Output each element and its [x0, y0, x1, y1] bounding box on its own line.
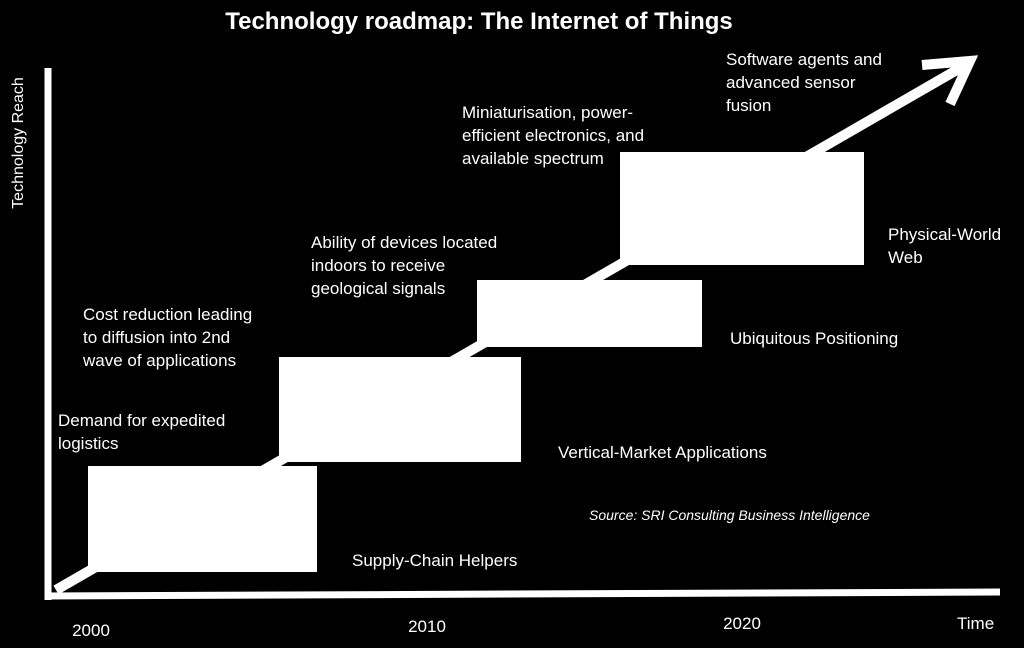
driver-line: to diffusion into 2nd [83, 328, 231, 347]
stage-name-supply-chain: Supply-Chain Helpers [352, 551, 518, 570]
driver-line: geological signals [311, 279, 446, 298]
x-axis-line [44, 588, 1001, 600]
growth-arrow-head [921, 55, 979, 107]
driver-line: indoors to receive [311, 256, 446, 275]
stage-name-vertical-market: Vertical-Market Applications [558, 443, 767, 462]
driver-line: Software agents and [726, 50, 882, 69]
stage-box-ubiquitous-positioning [477, 280, 702, 347]
driver-line: Ability of devices located [311, 233, 498, 252]
x-axis-label: Time [957, 614, 995, 633]
source-note: Source: SRI Consulting Business Intellig… [589, 507, 870, 523]
stage-name-physical-world-web: Physical-World Web [888, 223, 1001, 269]
driver-text-ubiquitous-positioning: Ability of devices located indoors to re… [311, 231, 497, 300]
stage-name-line: Physical-World [888, 225, 1002, 244]
stage-box-supply-chain [88, 466, 317, 572]
driver-text-arrow: Software agents and advanced sensor fusi… [726, 48, 882, 117]
driver-line: advanced sensor [726, 73, 856, 92]
driver-line: wave of applications [83, 351, 237, 370]
stage-box-physical-world-web [620, 152, 864, 265]
driver-line: Demand for expedited [58, 411, 226, 430]
y-axis-label: Technology Reach [10, 77, 27, 209]
x-tick-2010: 2010 [408, 617, 446, 636]
x-tick-2000: 2000 [72, 621, 110, 640]
driver-line: Miniaturisation, power- [462, 103, 634, 122]
driver-line: efficient electronics, and [462, 126, 645, 145]
driver-text-supply-chain: Demand for expedited logistics [58, 409, 225, 455]
driver-text-vertical-market: Cost reduction leading to diffusion into… [83, 303, 252, 372]
x-tick-2020: 2020 [723, 614, 761, 633]
stage-name-ubiquitous-positioning: Ubiquitous Positioning [730, 329, 899, 348]
driver-line: available spectrum [462, 149, 604, 168]
stage-box-vertical-market [279, 357, 521, 462]
driver-text-physical-world-web: Miniaturisation, power- efficient electr… [462, 101, 644, 170]
driver-line: fusion [726, 96, 772, 115]
driver-line: Cost reduction leading [83, 305, 253, 324]
stage-name-line: Web [888, 248, 923, 267]
diagram-title: Technology roadmap: The Internet of Thin… [225, 8, 733, 35]
driver-line: logistics [58, 434, 119, 453]
